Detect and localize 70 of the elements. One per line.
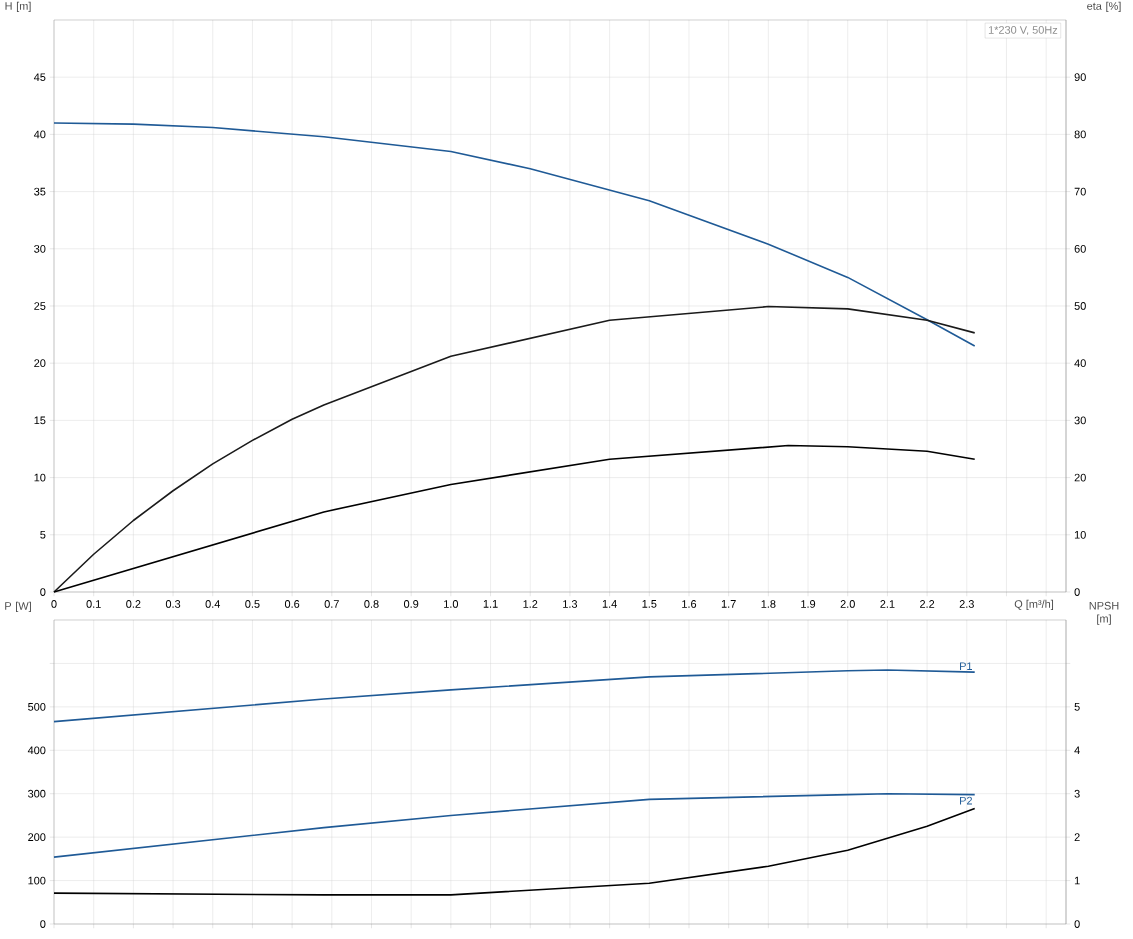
y2-tick-label: 0 (1074, 588, 1080, 596)
y-tick-label: 200 (28, 833, 46, 842)
x-tick-label: 1.7 (721, 600, 736, 608)
y2-tick-label: 1 (1074, 876, 1080, 885)
x-tick-label: 0.1 (86, 600, 101, 608)
x-tick-label: 1.6 (682, 600, 697, 608)
x-tick-label: 1.0 (444, 600, 459, 608)
x-tick-label: 1.1 (483, 600, 498, 608)
y2-tick-label: 4 (1074, 746, 1080, 755)
y-tick-label: 5 (40, 530, 46, 539)
line-series (53, 792, 976, 858)
x-tick-label: 2.0 (840, 600, 855, 608)
y-tick-label: 300 (28, 789, 46, 798)
y2-tick-label: 3 (1074, 789, 1080, 798)
y-axis-title: H [m] (5, 1, 31, 13)
y-tick-label: 0 (40, 588, 46, 596)
series-label: P2 (960, 796, 972, 805)
x-tick-label: 1.5 (642, 600, 657, 608)
y-tick-label: 15 (34, 416, 46, 425)
y-tick-label: 30 (34, 244, 46, 253)
y2-tick-label: 2 (1074, 833, 1080, 841)
y-tick-label: 35 (34, 187, 46, 196)
x-tick-label: 0.4 (205, 600, 221, 608)
y-tick-label: 45 (33, 73, 46, 82)
y-axis-title: P [W] (5, 601, 31, 613)
y2-axis-title: eta [%] (1087, 1, 1121, 13)
x-tick-label: 0 (51, 600, 57, 608)
line-series (53, 807, 976, 896)
y-tick-label: 20 (34, 359, 46, 368)
y-tick-label: 100 (28, 876, 46, 885)
series-label: P1 (960, 662, 972, 670)
y2-tick-label: 20 (1074, 473, 1086, 482)
x-tick-label: 2.1 (880, 600, 895, 608)
y2-tick-label: 40 (1074, 359, 1086, 368)
x-tick-label: 1.8 (761, 600, 776, 608)
y2-tick-label: 5 (1074, 703, 1080, 711)
x-tick-label: 0.8 (364, 600, 379, 608)
x-tick-label: 1.3 (563, 600, 578, 608)
x-tick-label: 0.9 (403, 600, 419, 608)
x-tick-label: 1.9 (801, 600, 816, 608)
y2-tick-label: 10 (1074, 530, 1086, 539)
y2-tick-label: 90 (1074, 73, 1086, 82)
y2-tick-label: 60 (1074, 244, 1086, 253)
y2-tick-label: 30 (1074, 416, 1086, 425)
line-series (53, 444, 976, 593)
y-tick-label: 500 (28, 702, 46, 711)
x-tick-label: 2.3 (959, 600, 974, 608)
x-tick-label: 0.3 (165, 600, 181, 608)
x-tick-label: 0.5 (245, 600, 260, 608)
x-tick-label: 1.2 (523, 600, 538, 608)
x-tick-label: 2.2 (920, 600, 935, 608)
y2-tick-label: 0 (1074, 920, 1080, 928)
line-series (53, 305, 976, 593)
x-tick-label: 1.4 (602, 600, 617, 608)
y2-axis-title: NPSH [m] (1089, 601, 1119, 625)
y2-tick-label: 70 (1074, 187, 1086, 196)
x-tick-label: 0.2 (126, 600, 141, 608)
chart-title: 1*230 V, 50Hz (988, 26, 1058, 36)
y-tick-label: 0 (40, 920, 46, 928)
y-tick-label: 40 (33, 130, 46, 139)
y2-tick-label: 50 (1074, 302, 1086, 310)
x-tick-label: 0.7 (324, 600, 339, 608)
line-series (53, 122, 976, 347)
y-tick-label: 25 (34, 302, 46, 310)
y-tick-label: 400 (27, 746, 46, 755)
y-tick-label: 10 (34, 473, 46, 482)
y2-tick-label: 80 (1074, 130, 1086, 139)
x-tick-label: 0.6 (284, 600, 300, 608)
line-series (53, 669, 976, 723)
x-axis-title: Q [m³/h] (1014, 599, 1054, 611)
